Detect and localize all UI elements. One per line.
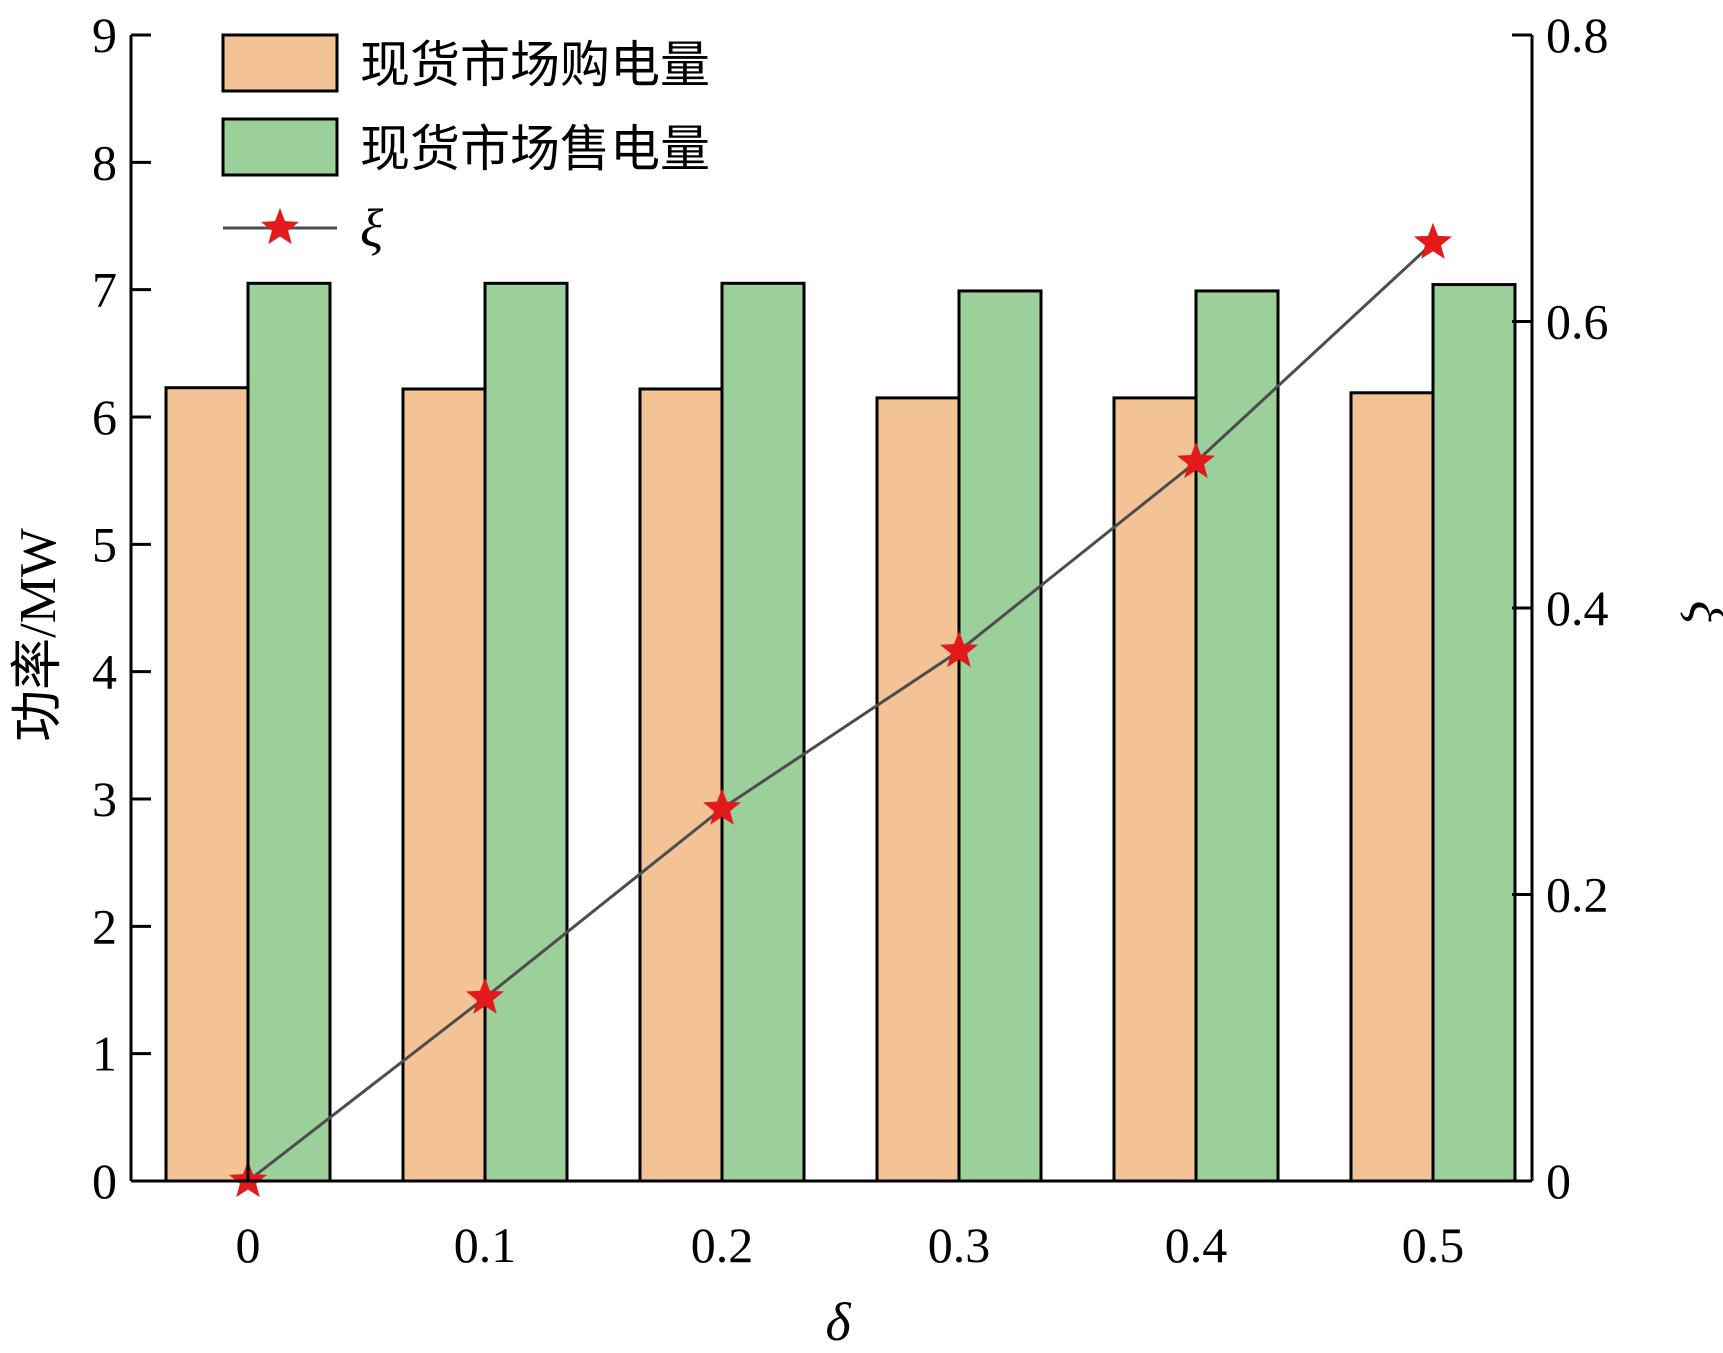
titles-layer: δ 功率/MW ξ [10,528,1723,1352]
y-tick-label: 0 [92,1153,117,1209]
y2-tick-label: 0.4 [1546,580,1609,636]
xi-point-2 [702,788,742,825]
legend-swatch-buy [221,33,339,93]
legend-swatch-sell [221,117,339,177]
y-tick-label: 9 [92,7,117,63]
y-tick-label: 8 [92,134,117,190]
ticks-layer: 0 1 2 3 4 5 6 7 8 9 0 0.2 0.4 0.6 0.8 0 0.1 0.2 0.3 0.4 0.5 [92,7,1609,1273]
x-tick-label: 0 [236,1217,261,1273]
y-tick-label: 5 [92,516,117,572]
legend-label-buy: 现货市场购电量 [360,36,710,94]
y2-tick-label: 0 [1546,1153,1571,1209]
xi-point-3 [939,630,979,668]
bar-sell-5 [1431,283,1517,1183]
axes-layer [129,35,1534,1183]
y-tick-label: 1 [92,1026,117,1082]
bar-buy-2 [638,387,724,1183]
y-axis-title: 功率/MW [10,528,67,742]
bar-buy-1 [401,387,487,1183]
bar-buy-5 [1349,391,1435,1183]
xi-point-4 [1176,441,1216,479]
y2-axis-title: ξ [1678,600,1723,624]
bar-buy-4 [1112,396,1198,1183]
y2-tick-label: 0.6 [1546,294,1609,350]
legend: 现货市场购电量 现货市场售电量 ξ [221,33,710,258]
bar-sell-1 [483,281,569,1183]
y2-tick-label: 0.8 [1546,7,1609,63]
x-tick-label: 0.2 [691,1217,754,1273]
bar-sell-2 [720,281,806,1183]
x-tick-label: 0.4 [1165,1217,1228,1273]
bar-sell-3 [957,289,1043,1183]
y-tick-label: 4 [92,644,117,700]
x-tick-label: 0.5 [1402,1217,1465,1273]
xi-line [247,241,1435,1183]
y-tick-label: 7 [92,262,117,318]
bar-buy-3 [875,396,961,1183]
legend-label-sell: 现货市场售电量 [360,120,710,178]
y-tick-label: 2 [92,898,117,954]
bar-buy-0 [164,386,250,1183]
y-tick-label: 3 [92,771,117,827]
bar-sell-4 [1194,289,1280,1183]
xi-point-5 [1413,222,1453,259]
bars-layer [164,281,1517,1183]
xi-point-1 [465,977,505,1014]
y-tick-label: 6 [92,389,117,445]
x-tick-label: 0.3 [928,1217,991,1273]
x-axis-title: δ [825,1292,851,1352]
x-tick-label: 0.1 [454,1217,517,1273]
legend-star-marker [260,208,300,245]
bar-sell-0 [246,281,332,1183]
legend-label-xi: ξ [360,198,384,258]
y2-tick-label: 0.2 [1546,867,1609,923]
